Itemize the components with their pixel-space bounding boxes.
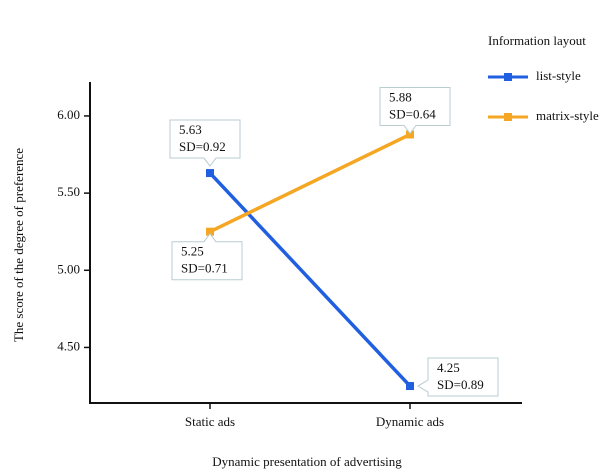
y-tick-label: 4.50 — [57, 338, 80, 353]
legend-title: Information layout — [488, 33, 586, 48]
marker — [206, 227, 214, 236]
callout-box — [417, 357, 499, 397]
sd-label: SD=0.64 — [389, 106, 436, 121]
x-tick-label: Static ads — [185, 414, 235, 429]
callout-box — [169, 119, 241, 167]
marker — [406, 130, 414, 139]
y-tick-label: 6.00 — [57, 107, 80, 122]
sd-label: SD=0.89 — [437, 377, 484, 392]
series-line — [209, 132, 411, 234]
x-tick-label: Dynamic ads — [376, 414, 444, 429]
data-label: 4.25 — [437, 360, 460, 375]
data-label: 5.63 — [179, 122, 202, 137]
x-axis-label: Dynamic presentation of advertising — [212, 454, 402, 469]
data-label: 5.88 — [389, 89, 412, 104]
sd-label: SD=0.71 — [181, 261, 228, 276]
y-tick-label: 5.50 — [57, 184, 80, 199]
y-tick-label: 5.00 — [57, 261, 80, 276]
callout-box — [379, 86, 451, 135]
sd-label: SD=0.92 — [179, 139, 226, 154]
legend-marker — [504, 113, 512, 121]
legend-label: list-style — [536, 68, 581, 83]
marker — [206, 169, 214, 178]
callout-box — [171, 232, 243, 281]
legend-label: matrix-style — [536, 108, 599, 123]
legend-marker — [504, 73, 512, 81]
y-axis-label: The score of the degree of preference — [11, 148, 26, 342]
marker — [406, 382, 414, 391]
data-label: 5.25 — [181, 244, 204, 259]
series-line — [208, 171, 412, 388]
